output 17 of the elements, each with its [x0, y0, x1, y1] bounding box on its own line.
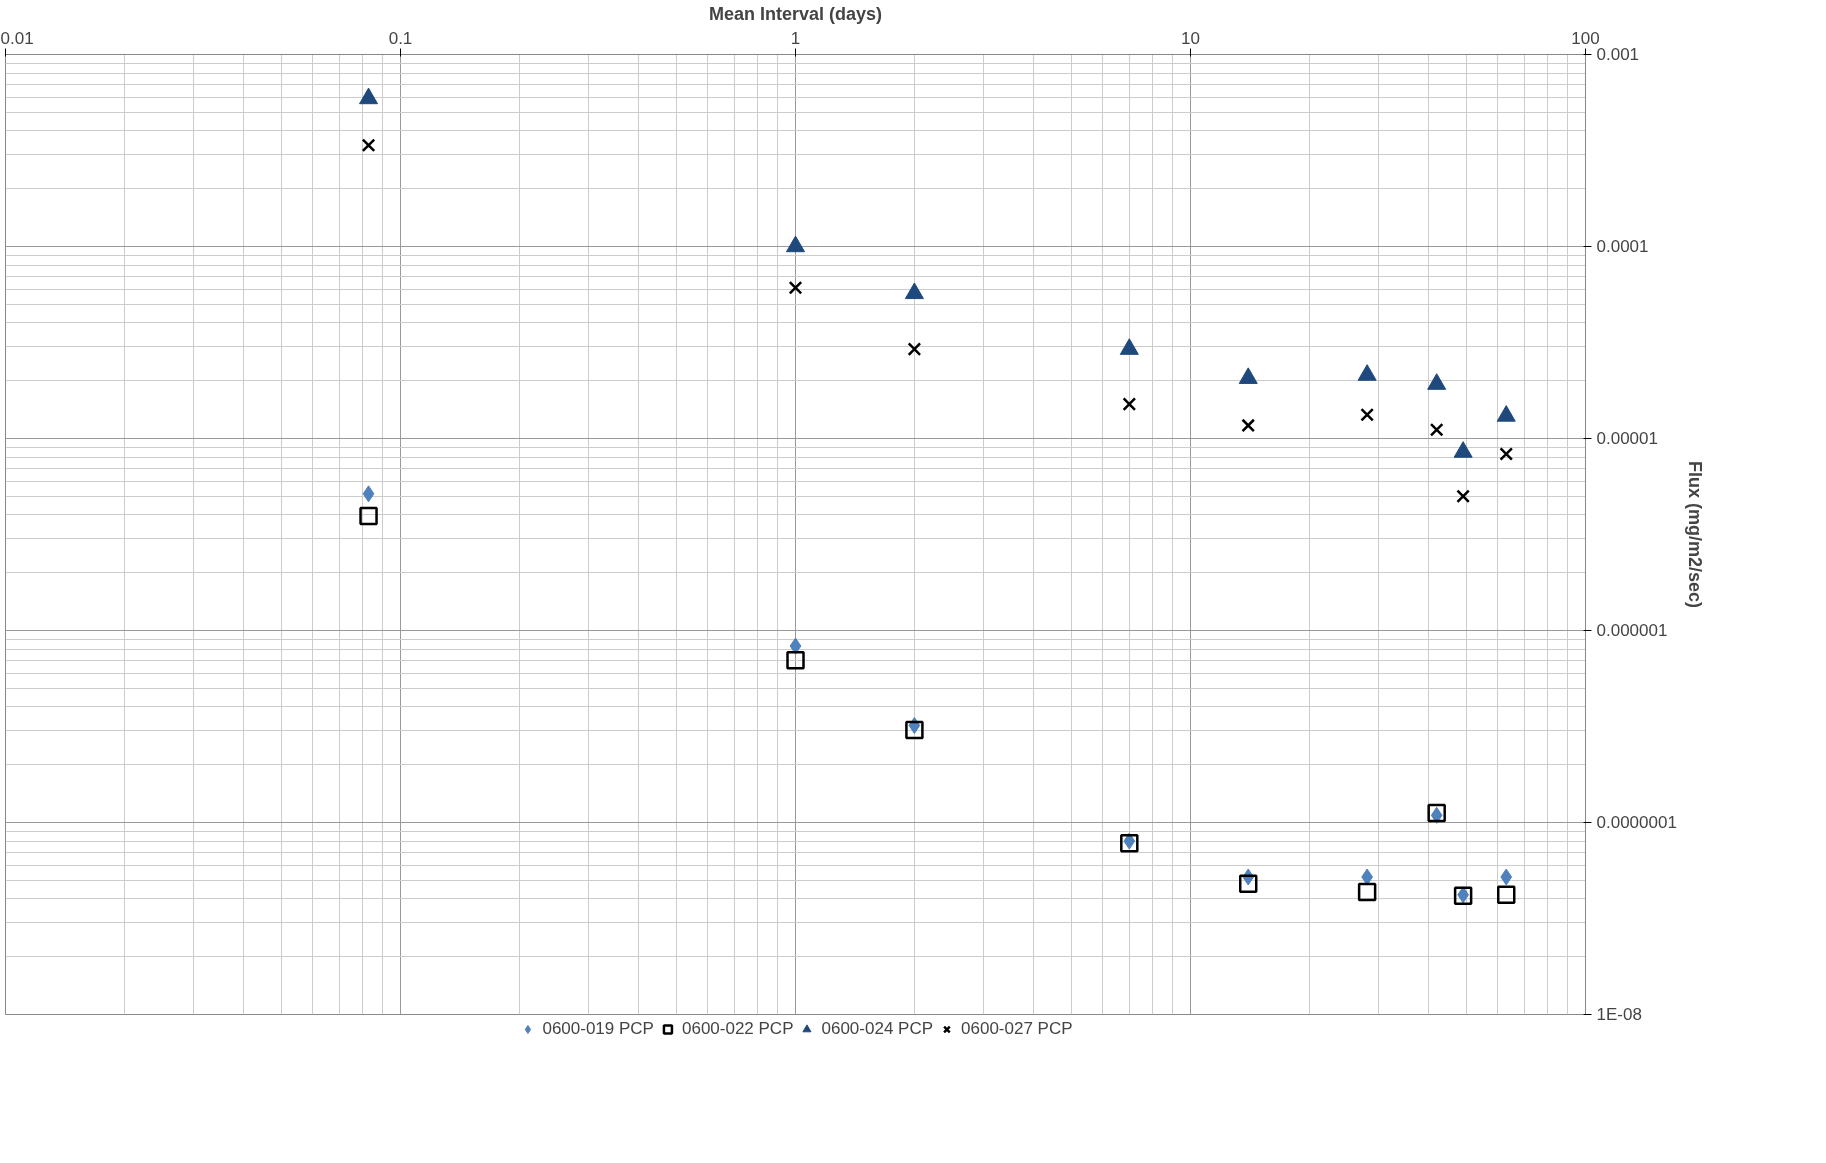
y-tick-label: 0.0001	[1596, 237, 1649, 256]
legend-label: 0600-027 PCP	[961, 1019, 1073, 1039]
y-axis-title: Flux (mg/m2/sec)	[1684, 460, 1705, 609]
y-tick-label: 0.001	[1596, 45, 1640, 64]
x-axis-title: Mean Interval (days)	[708, 3, 883, 24]
y-tick-label: 0.000001	[1596, 621, 1668, 640]
y-tick-label: 1E-08	[1596, 1005, 1642, 1024]
y-tick-label: 0.0000001	[1596, 813, 1677, 832]
legend-label: 0600-024 PCP	[821, 1019, 934, 1039]
y-tick-label: 0.00001	[1596, 429, 1658, 448]
x-tick-label: 0.1	[388, 28, 413, 48]
x-tick-label: 100	[1571, 28, 1600, 48]
legend-label: 0600-019 PCP	[542, 1019, 654, 1039]
x-tick-label: 10	[1181, 28, 1200, 48]
legend-label: 0600-022 PCP	[681, 1019, 794, 1039]
x-tick-label: 1	[790, 28, 801, 48]
x-tick-label: 0.01	[0, 28, 34, 48]
